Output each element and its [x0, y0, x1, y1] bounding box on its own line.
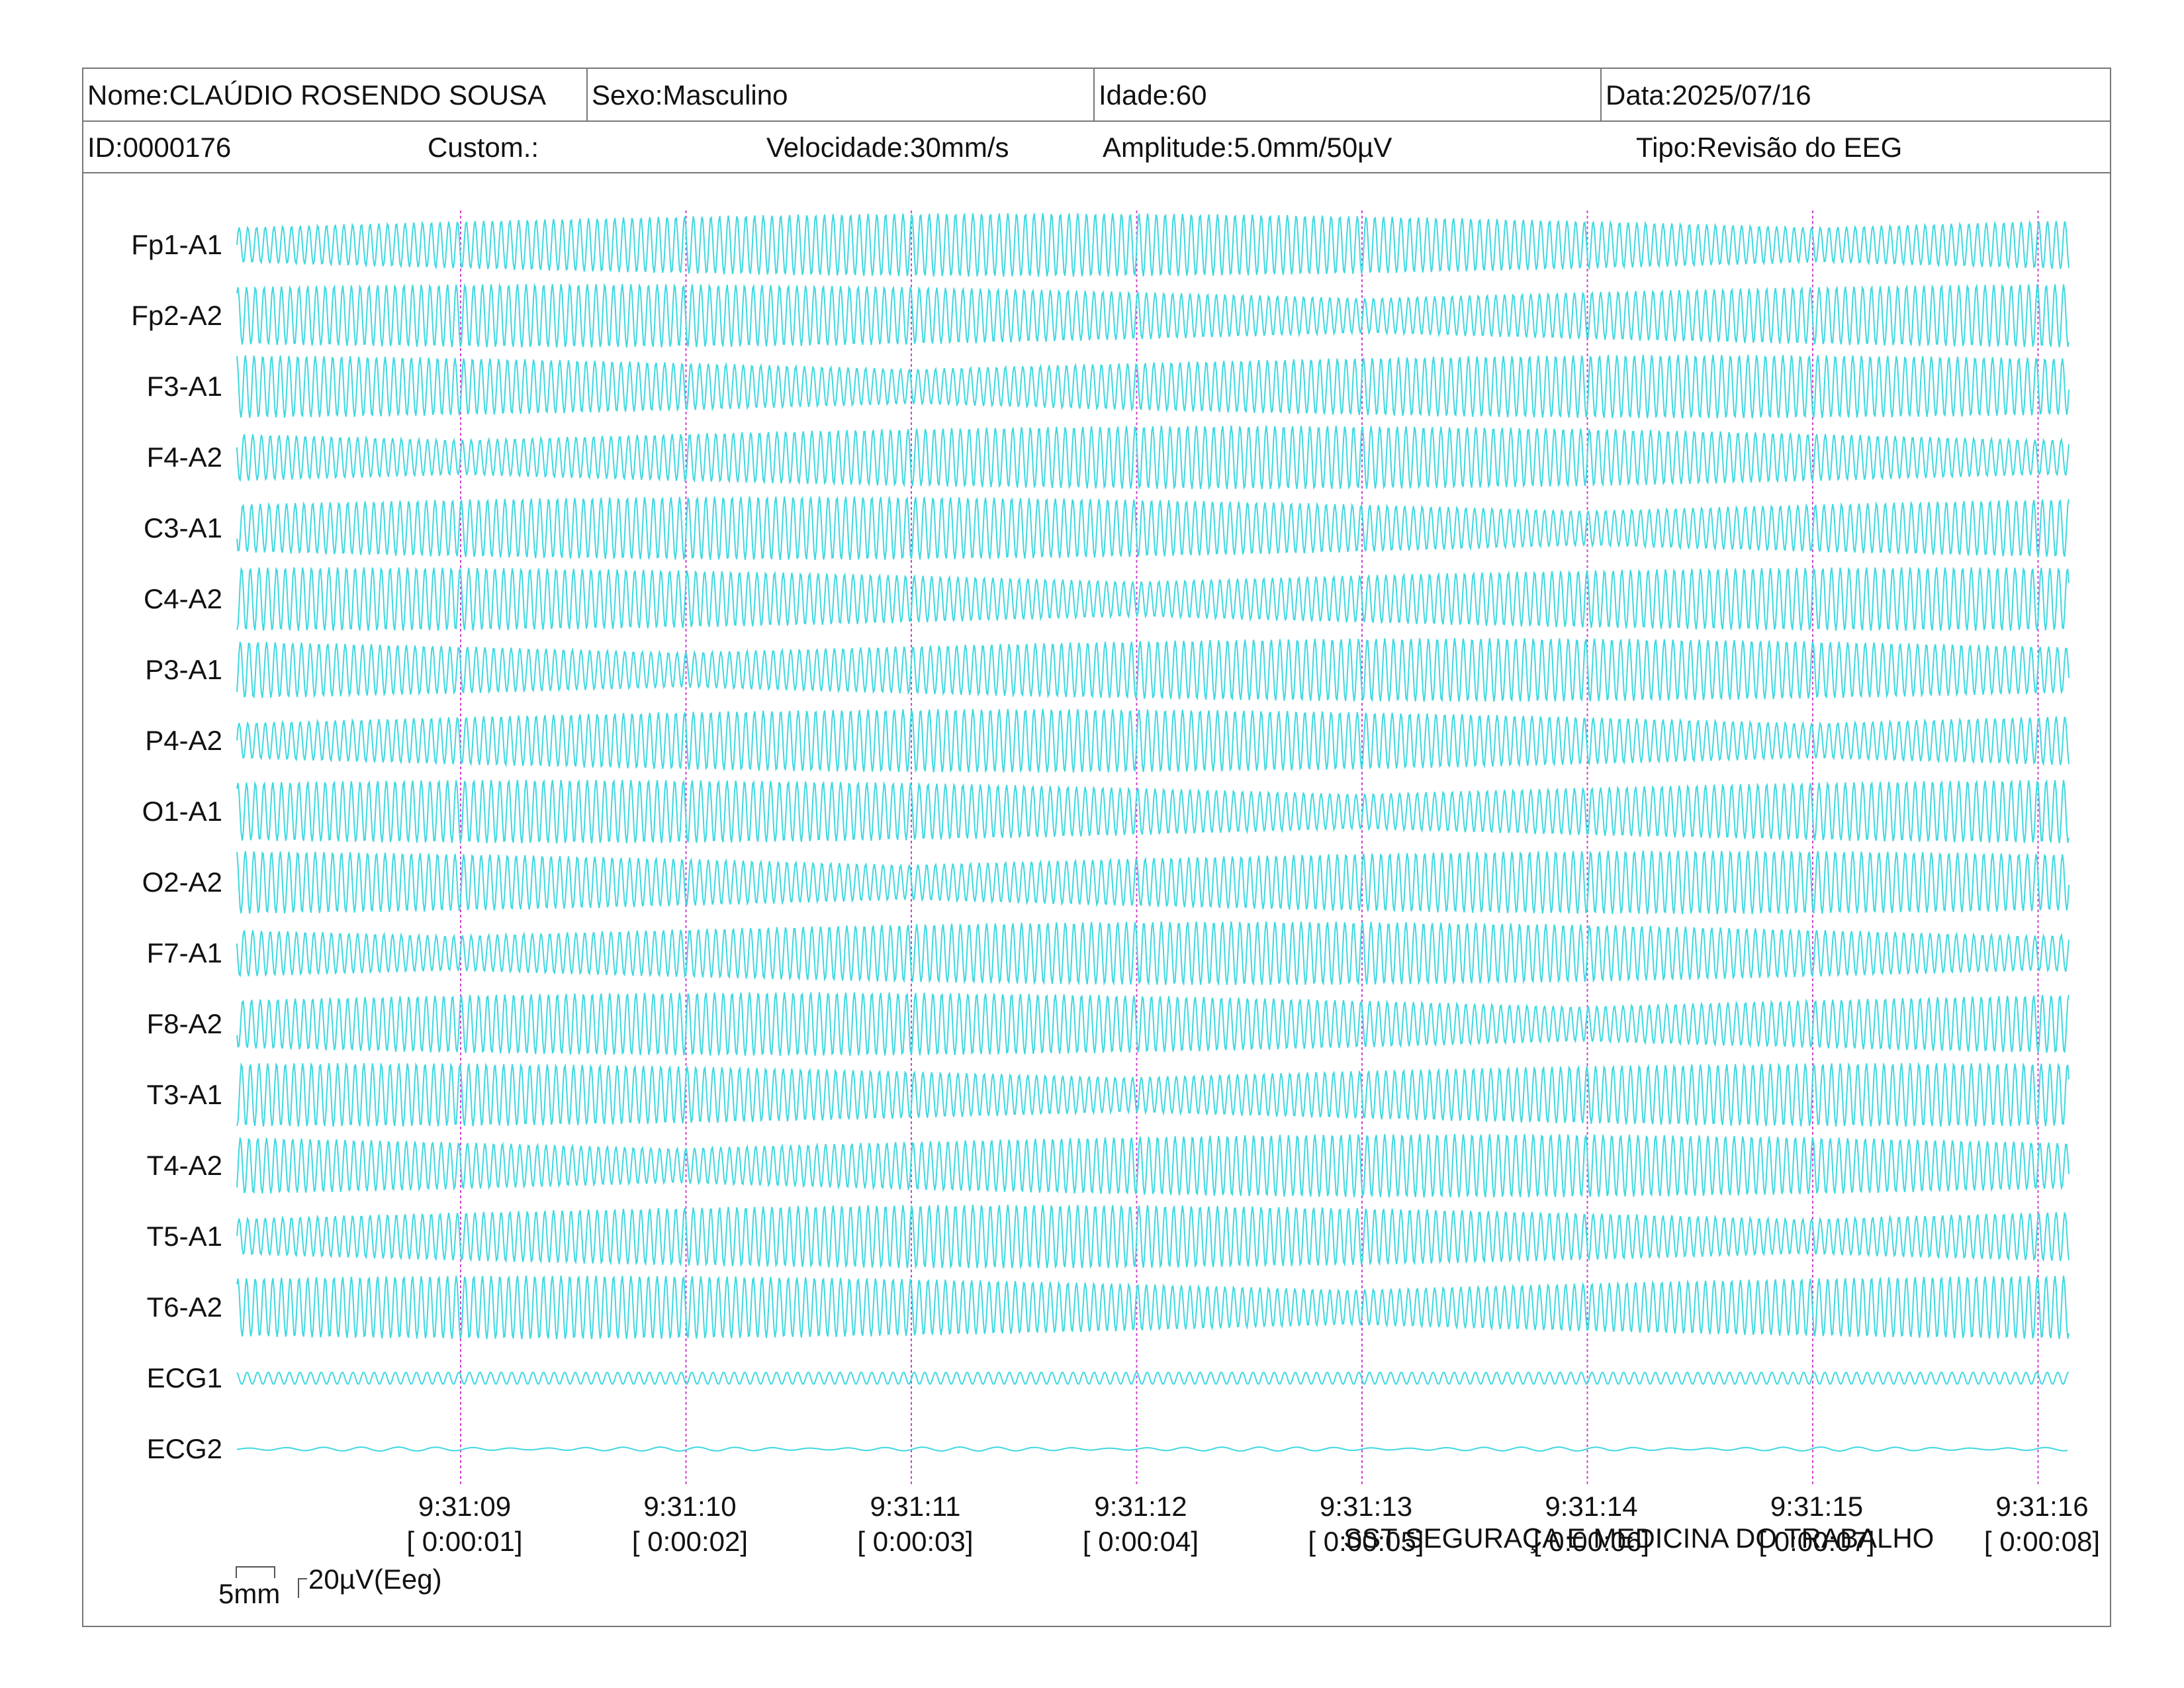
eeg-trace	[236, 425, 2070, 491]
eeg-trace	[236, 1446, 2068, 1452]
patient-age: Idade:60	[1093, 69, 1600, 120]
time-marker-clock: 9:31:11	[870, 1491, 960, 1522]
header-row-patient: Nome:CLAÚDIO ROSENDO SOUSA Sexo:Masculin…	[83, 69, 2110, 122]
scale-mm-label: 5mm	[218, 1578, 281, 1609]
time-marker-clock: 9:31:14	[1545, 1491, 1637, 1522]
scale-bar-vertical	[298, 1578, 307, 1598]
channel-label: Fp1-A1	[131, 229, 222, 260]
channel-label: P4-A2	[145, 725, 222, 756]
eeg-trace	[236, 778, 2070, 844]
channel-label: O1-A1	[142, 796, 222, 827]
patient-id: ID:0000176	[87, 132, 232, 163]
eeg-trace	[236, 567, 2070, 632]
eeg-trace	[236, 283, 2070, 348]
channel-label: ECG2	[147, 1433, 222, 1464]
channel-label: T3-A1	[147, 1079, 222, 1110]
scale-uv-label: 20µV(Eeg)	[308, 1564, 442, 1595]
exam-type: Tipo:Revisão do EEG	[1636, 132, 1903, 163]
eeg-trace	[236, 496, 2070, 561]
eeg-trace	[236, 354, 2070, 419]
time-marker-lines	[460, 211, 2039, 1486]
header-row-exam: ID:0000176 Custom.: Velocidade:30mm/s Am…	[83, 122, 2110, 173]
time-marker-clock: 9:31:15	[1770, 1491, 1863, 1522]
channel-label: F8-A2	[147, 1008, 222, 1039]
eeg-trace	[236, 212, 2070, 277]
custom-field: Custom.:	[428, 132, 539, 163]
eeg-trace	[236, 708, 2070, 773]
eeg-trace	[236, 1204, 2070, 1270]
channel-label: F3-A1	[147, 371, 222, 402]
eeg-trace	[236, 1275, 2070, 1340]
eeg-traces	[236, 212, 2070, 1452]
patient-sex: Sexo:Masculino	[586, 69, 1093, 120]
clinic-name: SST SEGURAÇA E MEDICINA DO TRABALHO	[1343, 1523, 1934, 1554]
time-marker-elapsed: [ 0:00:05]	[1308, 1526, 1424, 1557]
time-marker-elapsed: [ 0:00:01]	[406, 1526, 522, 1557]
time-marker-clock: 9:31:16	[1995, 1491, 2088, 1522]
eeg-trace	[236, 1133, 2070, 1198]
amplitude-setting: Amplitude:5.0mm/50µV	[1103, 132, 1392, 163]
patient-name: Nome:CLAÚDIO ROSENDO SOUSA	[87, 79, 547, 111]
eeg-trace	[236, 921, 2070, 986]
eeg-trace	[236, 1062, 2070, 1127]
speed-setting: Velocidade:30mm/s	[766, 132, 1009, 163]
time-marker-elapsed: [ 0:00:04]	[1083, 1526, 1199, 1557]
channel-label: ECG1	[147, 1362, 222, 1393]
channel-label: F4-A2	[147, 442, 222, 473]
eeg-trace	[236, 992, 2070, 1056]
channel-label: Fp2-A2	[131, 300, 222, 331]
channel-label: T6-A2	[147, 1291, 222, 1323]
exam-date: Data:2025/07/16	[1600, 69, 2110, 120]
time-marker-clock: 9:31:13	[1320, 1491, 1412, 1522]
report-frame: Nome:CLAÚDIO ROSENDO SOUSA Sexo:Masculin…	[82, 68, 2111, 1627]
channel-label: O2-A2	[142, 867, 222, 898]
time-marker-clock: 9:31:12	[1094, 1491, 1187, 1522]
channel-label: T5-A1	[147, 1221, 222, 1252]
time-marker-elapsed: [ 0:00:03]	[857, 1526, 973, 1557]
eeg-trace	[236, 850, 2070, 915]
scale-bar-horizontal	[236, 1566, 275, 1578]
channel-label: C4-A2	[144, 583, 222, 614]
time-marker-elapsed: [ 0:00:08]	[1984, 1526, 2100, 1557]
time-marker-elapsed: [ 0:00:02]	[632, 1526, 748, 1557]
time-labels: 9:31:09 [ 0:00:01] 9:31:10 [ 0:00:02] 9:31:1…	[406, 1491, 2100, 1557]
time-marker-clock: 9:31:10	[643, 1491, 736, 1522]
eeg-trace	[236, 637, 2070, 703]
channel-labels: Fp1-A1 Fp2-A2 F3-A1 F4-A2 C3-A1 C4-A2 P3-A1 P4-…	[131, 229, 222, 1464]
time-marker-elapsed: [ 0:00:06]	[1533, 1526, 1649, 1557]
channel-label: F7-A1	[147, 937, 222, 968]
channel-label: T4-A2	[147, 1150, 222, 1181]
eeg-trace	[236, 1372, 2070, 1385]
time-marker-clock: 9:31:09	[418, 1491, 511, 1522]
time-marker-elapsed: [ 0:00:07]	[1758, 1526, 1874, 1557]
channel-label: C3-A1	[144, 512, 222, 543]
channel-label: P3-A1	[145, 654, 222, 685]
